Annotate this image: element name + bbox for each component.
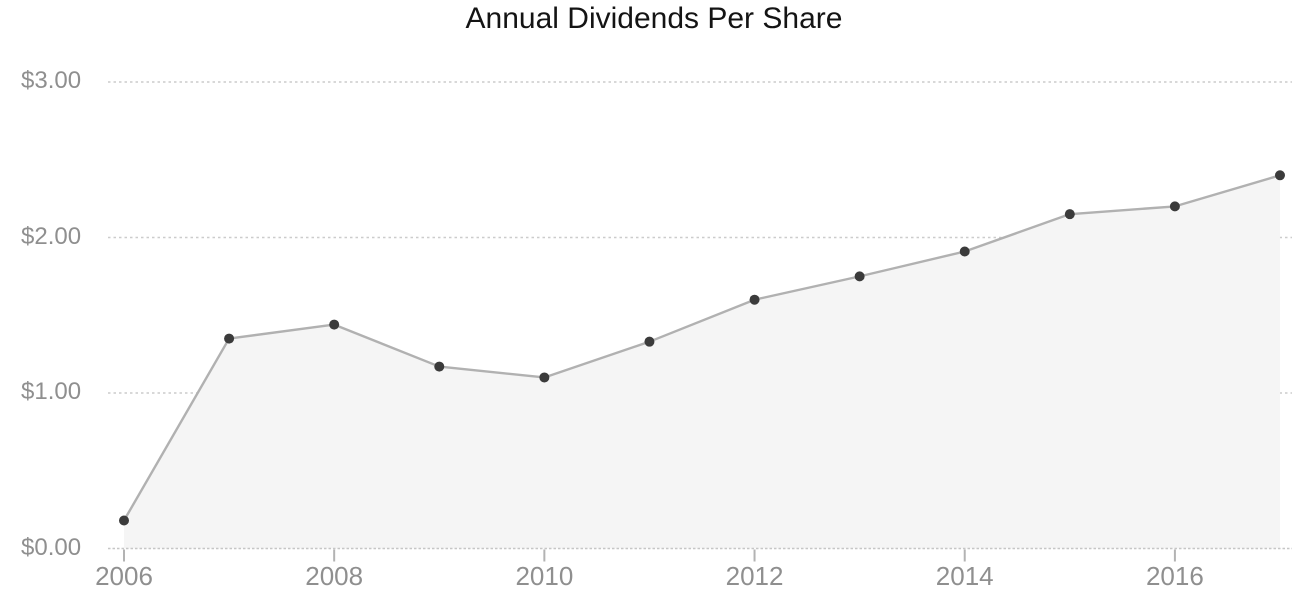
x-axis-label: 2014 xyxy=(935,561,994,591)
trend-line xyxy=(122,174,1281,522)
data-point-2013 xyxy=(854,271,865,282)
data-point-2016 xyxy=(1169,201,1180,212)
x-axis-label: 2006 xyxy=(95,561,153,591)
y-axis-label: $1.00 xyxy=(21,377,82,405)
y-axis-label: $3.00 xyxy=(21,66,82,94)
data-point-2011 xyxy=(644,336,655,347)
data-point-2006 xyxy=(119,515,129,526)
y-axis-label: $2.00 xyxy=(21,222,82,250)
data-point-2009 xyxy=(434,361,445,372)
x-axis-label: 2012 xyxy=(725,561,784,591)
chart-title: Annual Dividends Per Share xyxy=(465,2,843,35)
data-point-2008 xyxy=(329,319,340,330)
x-axis-label: 2010 xyxy=(515,561,574,591)
data-point-2012 xyxy=(749,294,760,305)
data-point-2007 xyxy=(224,333,235,344)
data-point-2010 xyxy=(539,372,550,383)
data-point-2017 xyxy=(1274,170,1285,181)
data-point-2015 xyxy=(1064,209,1075,220)
data-point-2014 xyxy=(959,246,970,257)
area-fill xyxy=(124,175,1280,549)
y-axis-label: $0.00 xyxy=(21,533,82,561)
x-axis-label: 2016 xyxy=(1145,561,1204,591)
x-axis-label: 2008 xyxy=(305,561,364,591)
